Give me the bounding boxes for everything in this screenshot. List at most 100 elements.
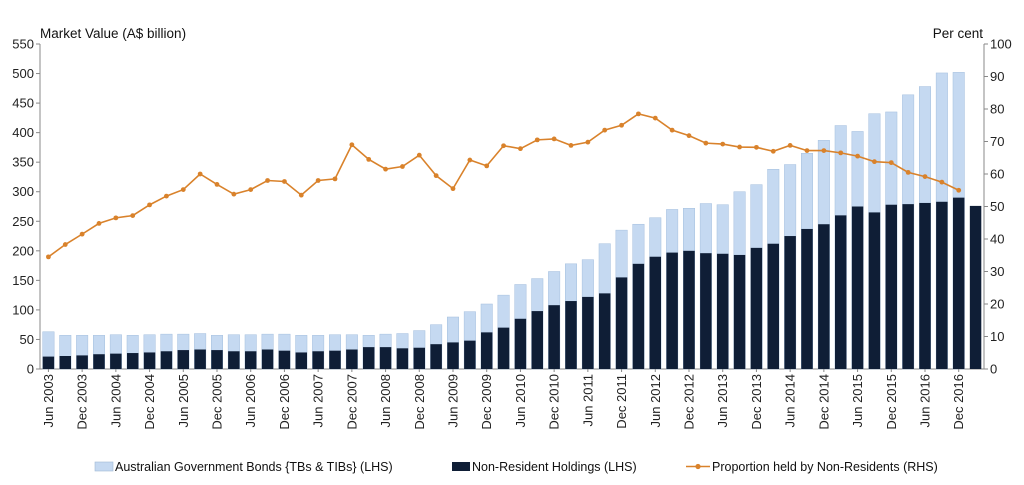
proportion-point: [298, 192, 304, 198]
non-resident-bar: [143, 352, 156, 369]
x-tick-label: Dec 2014: [816, 374, 831, 430]
non-resident-bar: [700, 253, 712, 369]
non-resident-bar: [868, 212, 881, 369]
non-resident-bar: [834, 215, 847, 369]
non-resident-bar: [514, 318, 527, 369]
non-resident-bar: [76, 355, 88, 369]
proportion-point: [872, 159, 877, 165]
right-tick-label: 90: [990, 69, 1004, 84]
legend-swatch-bonds: [94, 461, 114, 472]
non-resident-bar: [801, 228, 813, 369]
x-tick-label: Jun 2012: [648, 374, 663, 428]
non-resident-bar: [42, 356, 55, 369]
left-tick-label: 0: [27, 362, 34, 377]
proportion-point: [568, 143, 574, 148]
proportion-point: [416, 152, 422, 158]
proportion-point: [905, 169, 911, 175]
non-resident-bar: [346, 349, 358, 369]
legend-label-non-resident: Non-Resident Holdings (LHS): [472, 460, 637, 474]
left-tick-label: 400: [12, 125, 34, 140]
proportion-point: [821, 148, 827, 154]
non-resident-bar: [211, 350, 223, 369]
non-resident-bar: [548, 305, 560, 369]
proportion-point: [703, 140, 709, 146]
proportion-point: [433, 173, 439, 179]
proportion-point: [113, 215, 119, 221]
x-tick-label: Jun 2008: [378, 374, 393, 428]
x-tick-label: Dec 2004: [142, 374, 157, 430]
proportion-point: [922, 174, 928, 180]
non-resident-bar: [767, 243, 780, 369]
x-tick-label: Dec 2013: [749, 374, 764, 430]
proportion-point: [770, 148, 776, 154]
left-tick-label: 100: [12, 302, 34, 317]
x-tick-label: Dec 2012: [682, 374, 697, 430]
non-resident-bar: [716, 253, 729, 369]
left-tick-label: 300: [12, 184, 34, 199]
proportion-point: [518, 146, 523, 152]
right-tick-label: 80: [990, 102, 1004, 117]
non-resident-bar: [784, 236, 796, 369]
proportion-point: [652, 115, 658, 121]
proportion-point: [585, 139, 591, 145]
proportion-point: [248, 187, 254, 193]
non-resident-bar: [126, 353, 139, 369]
non-resident-bar: [582, 296, 594, 369]
proportion-point: [737, 144, 742, 150]
x-tick-label: Jun 2011: [580, 374, 595, 427]
legend-swatch-non-resident: [452, 462, 470, 471]
x-tick-label: Jun 2013: [715, 374, 730, 428]
proportion-point: [602, 127, 608, 133]
x-tick-label: Dec 2007: [344, 374, 359, 430]
left-axis-title: Market Value (A$ billion): [40, 26, 186, 41]
non-resident-bar: [632, 263, 645, 369]
left-axis-ticks: 0 50 100 150 200 250 300 350 400 450 500 550: [12, 37, 40, 377]
right-tick-label: 40: [990, 232, 1004, 247]
proportion-point: [282, 179, 287, 184]
non-resident-bar: [194, 349, 206, 369]
non-resident-bar: [110, 353, 122, 369]
proportion-point: [467, 157, 473, 163]
non-resident-bar: [278, 350, 291, 369]
x-tick-label: Dec 2003: [75, 374, 90, 430]
right-tick-label: 20: [990, 297, 1004, 312]
x-tick-label: Jun 2009: [446, 374, 461, 428]
proportion-point: [62, 242, 68, 247]
non-resident-bar: [902, 204, 914, 369]
right-axis-title: Per cent: [933, 26, 984, 41]
non-resident-bar: [295, 352, 308, 369]
proportion-point: [804, 148, 810, 154]
non-resident-bar: [379, 347, 392, 369]
left-tick-label: 150: [12, 273, 34, 288]
x-tick-label: Jun 2007: [311, 374, 326, 428]
proportion-point: [265, 178, 270, 183]
proportion-point: [534, 137, 540, 143]
non-resident-bar: [447, 342, 459, 369]
proportion-point: [754, 144, 759, 150]
x-tick-label: Jun 2004: [108, 374, 123, 428]
x-tick-label: Dec 2015: [884, 374, 899, 430]
x-tick-label: Dec 2006: [277, 374, 292, 430]
non-resident-bar: [885, 204, 898, 369]
non-resident-bar-series: [42, 197, 982, 369]
proportion-point: [787, 143, 793, 148]
proportion-point: [366, 156, 372, 162]
right-tick-label: 70: [990, 134, 1004, 149]
non-resident-bar: [430, 344, 442, 369]
proportion-point: [888, 160, 894, 166]
x-tick-label: Dec 2005: [210, 374, 225, 430]
non-resident-bar: [750, 247, 763, 369]
left-tick-label: 450: [12, 96, 34, 111]
proportion-point: [197, 171, 203, 177]
non-resident-bar: [244, 351, 257, 369]
non-resident-bar: [919, 202, 931, 369]
non-resident-bar: [329, 350, 341, 369]
left-tick-label: 500: [12, 66, 34, 81]
right-tick-label: 50: [990, 199, 1004, 214]
proportion-line-series: [46, 111, 962, 260]
proportion-point: [551, 136, 557, 142]
left-tick-label: 50: [20, 332, 34, 347]
proportion-point: [838, 150, 844, 156]
right-tick-label: 60: [990, 167, 1004, 182]
